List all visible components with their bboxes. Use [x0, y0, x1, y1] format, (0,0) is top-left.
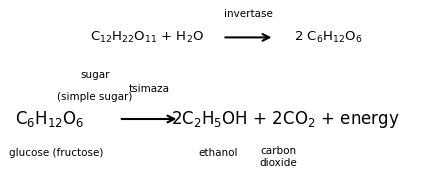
- Text: 2 C$_{6}$H$_{12}$O$_{6}$: 2 C$_{6}$H$_{12}$O$_{6}$: [294, 30, 362, 45]
- Text: sugar: sugar: [80, 70, 110, 80]
- Text: 2C$_{2}$H$_{5}$OH + 2CO$_{2}$ + energy: 2C$_{2}$H$_{5}$OH + 2CO$_{2}$ + energy: [171, 108, 400, 130]
- Text: tsimaza: tsimaza: [129, 84, 169, 94]
- Text: (simple sugar): (simple sugar): [57, 92, 133, 102]
- Text: invertase: invertase: [224, 9, 273, 19]
- Text: ethanol: ethanol: [198, 148, 238, 158]
- Text: glucose (fructose): glucose (fructose): [9, 148, 103, 158]
- Text: C$_{12}$H$_{22}$O$_{11}$ + H$_{2}$O: C$_{12}$H$_{22}$O$_{11}$ + H$_{2}$O: [90, 30, 204, 45]
- Text: C$_{6}$H$_{12}$O$_{6}$: C$_{6}$H$_{12}$O$_{6}$: [15, 109, 84, 129]
- Text: carbon
dioxide: carbon dioxide: [260, 146, 298, 168]
